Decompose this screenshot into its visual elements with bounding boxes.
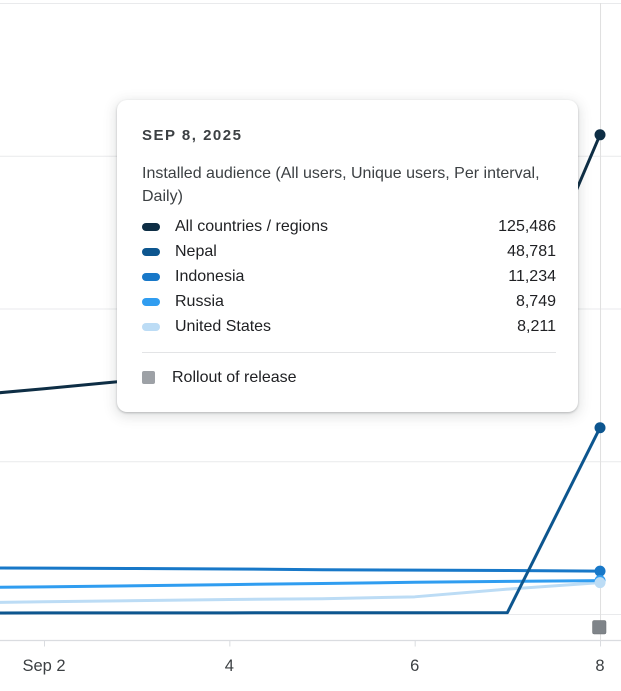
series-line-russia bbox=[0, 579, 602, 589]
x-axis-tick-label: 4 bbox=[225, 657, 234, 675]
series-swatch-icon bbox=[142, 222, 160, 231]
tooltip-row-value: 48,781 bbox=[507, 242, 556, 260]
tooltip-row-all-countries: All countries / regions 125,486 bbox=[142, 214, 556, 239]
tooltip-row-label: United States bbox=[175, 317, 272, 335]
tooltip-row-label: All countries / regions bbox=[175, 217, 328, 235]
rollout-swatch-icon bbox=[142, 371, 155, 384]
tooltip-rollout-row: Rollout of release bbox=[142, 365, 556, 390]
tooltip-row-indonesia: Indonesia 11,234 bbox=[142, 264, 556, 289]
series-swatch-icon bbox=[142, 247, 160, 256]
hover-point-dot-nepal bbox=[594, 422, 606, 434]
series-line-nepal bbox=[0, 426, 602, 615]
tooltip-row-label: Nepal bbox=[175, 242, 217, 260]
series-line-united-states bbox=[0, 581, 602, 604]
tooltip-metric-label: Installed audience (All users, Unique us… bbox=[142, 165, 540, 205]
series-swatch-icon bbox=[142, 272, 160, 281]
x-axis-tick-label: 8 bbox=[595, 657, 604, 675]
tooltip-row-label: Indonesia bbox=[175, 267, 245, 285]
rollout-label: Rollout of release bbox=[172, 368, 297, 386]
hover-point-dot-all-countries-regions bbox=[594, 129, 606, 141]
tooltip-legend: All countries / regions 125,486 Nepal 48… bbox=[142, 214, 556, 339]
chart-hover-tooltip: SEP 8, 2025 Installed audience (All user… bbox=[117, 100, 578, 412]
series-swatch-icon bbox=[142, 297, 160, 306]
hover-point-dot-united-states bbox=[594, 577, 606, 589]
tooltip-divider bbox=[142, 352, 556, 353]
tooltip-row-value: 8,211 bbox=[517, 317, 556, 335]
series-line-indonesia bbox=[0, 566, 602, 573]
rollout-of-release-marker[interactable] bbox=[592, 620, 607, 635]
series-swatch-icon bbox=[142, 322, 160, 331]
tooltip-date: SEP 8, 2025 bbox=[142, 127, 243, 144]
tooltip-row-nepal: Nepal 48,781 bbox=[142, 239, 556, 264]
hover-point-dot-indonesia bbox=[594, 565, 606, 577]
tooltip-row-value: 11,234 bbox=[508, 267, 556, 285]
tooltip-row-value: 8,749 bbox=[515, 292, 556, 310]
tooltip-row-value: 125,486 bbox=[498, 217, 556, 235]
tooltip-row-label: Russia bbox=[175, 292, 224, 310]
x-axis-tick-label: Sep 2 bbox=[22, 657, 65, 675]
tooltip-row-united-states: United States 8,211 bbox=[142, 314, 556, 339]
x-axis-tick-label: 6 bbox=[410, 657, 419, 675]
tooltip-row-russia: Russia 8,749 bbox=[142, 289, 556, 314]
